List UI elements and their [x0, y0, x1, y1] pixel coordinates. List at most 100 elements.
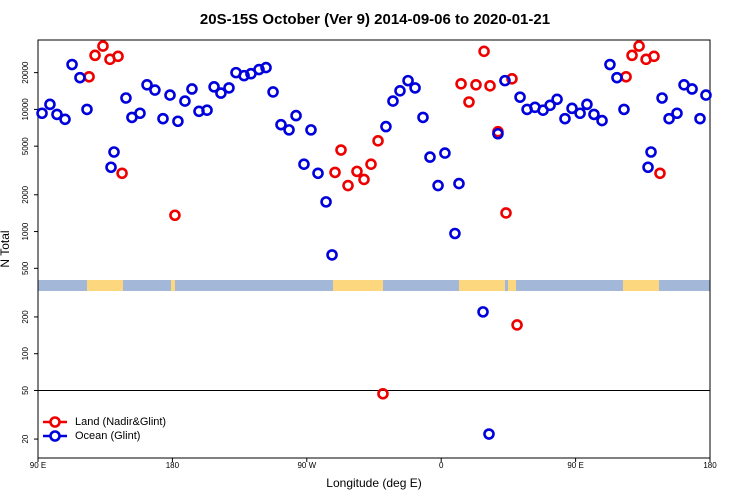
- point: [387, 95, 399, 107]
- point: [417, 111, 429, 124]
- point: [81, 103, 93, 116]
- point: [365, 158, 377, 170]
- point: [506, 73, 518, 85]
- point: [455, 78, 467, 90]
- point: [394, 85, 406, 97]
- x-axis-label: Longitude (deg E): [326, 476, 421, 490]
- point: [238, 69, 250, 82]
- point: [477, 306, 489, 318]
- point: [312, 167, 324, 180]
- chart-title: 20S-15S October (Ver 9) 2014-09-06 to 20…: [200, 11, 550, 28]
- land-strip: [87, 280, 123, 291]
- point: [89, 49, 101, 62]
- point: [329, 166, 341, 179]
- point: [581, 98, 593, 111]
- point: [453, 177, 465, 190]
- point: [186, 83, 198, 95]
- point: [120, 92, 132, 104]
- point: [141, 79, 153, 91]
- point: [169, 209, 181, 222]
- point: [260, 61, 272, 74]
- x-tick-label: 90 E: [30, 461, 46, 470]
- point: [499, 74, 511, 87]
- point: [372, 135, 384, 147]
- point: [648, 50, 660, 63]
- x-tick-label: 180: [166, 461, 180, 470]
- point: [645, 146, 657, 158]
- point: [588, 108, 600, 121]
- point: [409, 82, 421, 94]
- point: [44, 98, 56, 111]
- legend-marker: [49, 416, 61, 428]
- point: [275, 118, 287, 131]
- series: [36, 58, 712, 440]
- point: [358, 173, 370, 186]
- point: [439, 147, 451, 159]
- point: [663, 112, 675, 125]
- point: [59, 113, 71, 126]
- point: [449, 227, 461, 240]
- y-tick-label: 10000: [21, 98, 30, 121]
- point: [66, 58, 78, 71]
- point: [164, 89, 176, 101]
- point: [483, 428, 495, 440]
- point: [424, 151, 436, 163]
- x-tick-label: 90 W: [297, 461, 316, 470]
- point: [559, 112, 571, 125]
- point: [201, 104, 213, 117]
- point: [74, 71, 86, 84]
- point: [179, 95, 191, 107]
- point: [700, 89, 712, 101]
- point: [463, 96, 475, 108]
- x-tick-label: 180: [703, 461, 717, 470]
- point: [105, 161, 117, 174]
- point: [253, 63, 265, 76]
- y-tick-label: 20000: [21, 61, 30, 84]
- series: [83, 40, 666, 400]
- y-tick-label: 500: [21, 261, 30, 275]
- y-tick-label: 50: [21, 385, 30, 394]
- x-tick-label: 90 E: [567, 461, 583, 470]
- land-mask-strip: [38, 280, 710, 291]
- legend-label: Land (Nadir&Glint): [75, 416, 166, 428]
- point: [656, 92, 668, 104]
- point: [642, 161, 654, 174]
- point: [215, 87, 227, 99]
- point: [36, 107, 48, 120]
- point: [326, 249, 338, 261]
- point: [544, 99, 556, 112]
- y-tick-label: 5000: [21, 137, 30, 155]
- point: [157, 112, 169, 125]
- point: [172, 115, 184, 128]
- point: [551, 93, 563, 106]
- point: [380, 120, 392, 133]
- point: [223, 82, 235, 94]
- point: [654, 167, 666, 180]
- point: [620, 70, 632, 83]
- point: [377, 387, 389, 400]
- legend-marker: [49, 430, 61, 442]
- point: [633, 40, 645, 52]
- point: [432, 179, 444, 192]
- point: [511, 319, 523, 331]
- point: [611, 71, 623, 84]
- point: [267, 86, 279, 98]
- point: [108, 146, 120, 158]
- point: [283, 124, 295, 136]
- point: [351, 165, 363, 178]
- point: [500, 207, 512, 219]
- land-strip: [171, 280, 175, 291]
- point: [478, 45, 490, 58]
- point: [686, 83, 698, 95]
- point: [402, 74, 414, 87]
- point: [208, 81, 220, 93]
- point: [112, 50, 124, 63]
- point: [320, 196, 332, 208]
- legend-label: Ocean (Glint): [75, 430, 140, 442]
- point: [566, 102, 578, 115]
- y-tick-label: 200: [21, 310, 30, 324]
- y-tick-label: 1000: [21, 222, 30, 240]
- y-axis-label: N Total: [0, 230, 12, 267]
